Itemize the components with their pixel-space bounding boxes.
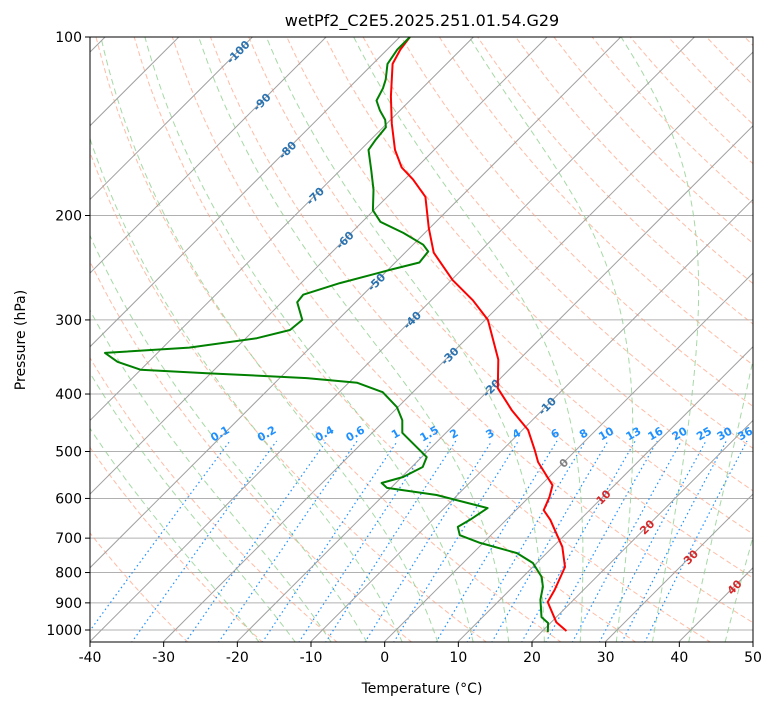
isotherm-line (752, 37, 775, 642)
dry-adiabat-line (516, 37, 775, 643)
mixing-ratio-label: 0.1 (208, 423, 231, 444)
mixing-ratio-line (365, 441, 492, 643)
isotherm-label: -100 (224, 38, 253, 67)
dry-adiabats (0, 37, 775, 643)
dry-adiabat-line (58, 37, 487, 643)
mixing-ratio-label: 0.4 (313, 423, 337, 444)
isotherm-label: -60 (333, 228, 356, 251)
x-tick-label: -10 (300, 650, 323, 666)
y-axis-label: Pressure (hPa) (13, 290, 29, 390)
x-tick-label: -20 (226, 650, 249, 666)
dry-adiabat-line (0, 37, 263, 643)
isotherm-line (0, 37, 473, 642)
isotherm-label: 10 (594, 487, 614, 507)
dry-adiabat-line (363, 37, 775, 643)
y-tick-label: 900 (55, 596, 82, 612)
moist-adiabat-line (0, 37, 260, 643)
isotherm-line (458, 37, 775, 642)
isotherm-label: 40 (725, 577, 745, 597)
dry-adiabat-line (439, 37, 775, 643)
x-tick-label: -30 (152, 650, 175, 666)
isotherm-label: -90 (250, 90, 273, 113)
isotherm-label: -40 (401, 308, 424, 331)
isotherm-line (384, 37, 775, 642)
mixing-ratio-label: 25 (694, 424, 714, 443)
mixing-ratio-label: 3 (484, 426, 497, 441)
x-tick-label: 20 (523, 650, 541, 666)
isotherm-label: -30 (438, 344, 461, 367)
x-tick-label: 50 (744, 650, 762, 666)
moist-adiabat-line (32, 37, 367, 643)
mixing-ratio-label: 30 (715, 424, 735, 443)
dewpoint-profile-line (105, 37, 548, 632)
y-tick-label: 200 (55, 209, 82, 225)
y-tick-label: 400 (55, 387, 82, 403)
isotherm-label: -10 (536, 394, 559, 417)
mixing-ratio-line (185, 441, 326, 643)
mixing-ratio-label: 13 (624, 424, 644, 443)
mixing-ratio-line (262, 441, 397, 643)
isotherm-line (310, 37, 775, 642)
moist-adiabat-line (4, 37, 331, 643)
isotherm-label: 20 (637, 517, 657, 537)
y-tick-label: 800 (55, 566, 82, 582)
mixing-ratio-label: 16 (646, 424, 666, 443)
dry-adiabat-line (0, 37, 338, 643)
isotherm-label: -20 (480, 376, 503, 399)
dry-adiabat-line (592, 37, 775, 643)
isotherm-line (0, 37, 252, 642)
mixing-ratio-label: 1 (389, 426, 402, 441)
mixing-ratio-label: 6 (549, 426, 562, 441)
dry-adiabat-line (287, 37, 775, 643)
x-tick-label: 40 (670, 650, 688, 666)
isotherm-line (0, 37, 326, 642)
y-tick-label: 300 (55, 313, 82, 329)
isotherm-label: 0 (557, 456, 572, 471)
y-tick-label: 100 (55, 30, 82, 46)
moist-adiabat-line (689, 37, 775, 643)
y-tick-label: 600 (55, 491, 82, 507)
dry-adiabat-line (20, 37, 413, 643)
dry-adiabat-line (554, 37, 775, 643)
isotherm-label: 30 (681, 547, 701, 567)
isotherms (0, 37, 775, 642)
dry-adiabat-line (668, 37, 775, 643)
mixing-ratio-line (599, 441, 706, 643)
y-tick-label: 1000 (46, 623, 82, 639)
mixing-ratio-line (81, 441, 230, 643)
moist-adiabat-line (64, 37, 403, 643)
isotherm-label: -70 (304, 184, 327, 207)
dry-adiabat-line (707, 37, 775, 643)
moist-adiabats (0, 37, 775, 643)
mixing-ratio-label: 8 (577, 426, 590, 441)
moist-adiabat-line (725, 37, 775, 643)
x-tick-label: 0 (380, 650, 389, 666)
x-tick-label: 30 (597, 650, 615, 666)
isotherm-label: -80 (276, 138, 299, 161)
x-axis-label: Temperature (°C) (361, 681, 483, 697)
mixing-ratio-line (645, 441, 747, 643)
chart-title: wetPf2_C2E5.2025.251.01.54.G29 (285, 11, 559, 31)
mixing-ratio-line (546, 441, 658, 643)
mixing-ratio-label: 0.2 (255, 423, 278, 444)
isotherm-line (16, 37, 621, 642)
moist-adiabat-line (101, 37, 438, 643)
isotherm-line (531, 37, 775, 642)
pressure-gridlines (90, 37, 753, 630)
mixing-ratio-line (492, 441, 608, 643)
x-tick-label: -40 (79, 650, 102, 666)
mixing-ratio-line (622, 441, 727, 643)
mixing-ratio-label: 4 (510, 426, 523, 441)
y-tick-label: 500 (55, 444, 82, 460)
x-tick-label: 10 (449, 650, 467, 666)
y-tick-label: 700 (55, 531, 82, 547)
isotherm-line (0, 37, 400, 642)
mixing-ratio-label: 2 (447, 426, 460, 441)
